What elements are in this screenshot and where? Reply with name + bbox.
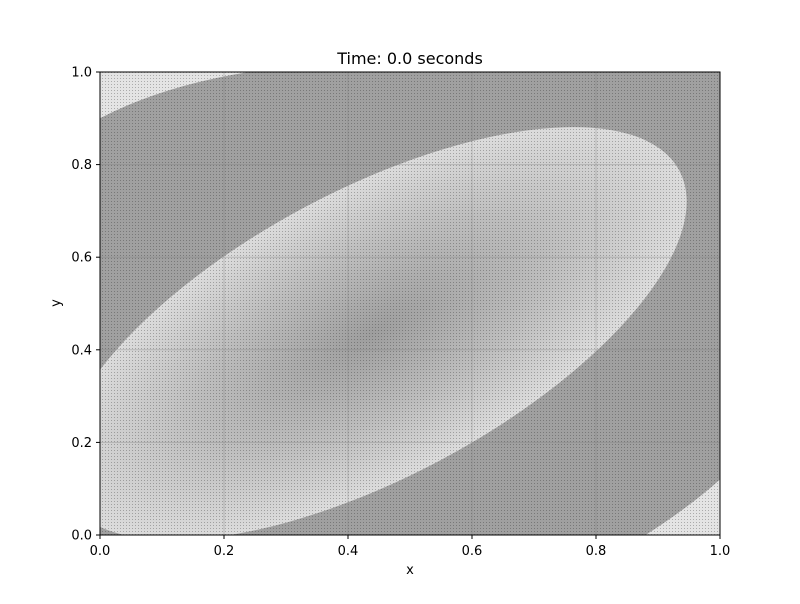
y-tick-label: 0.8	[71, 158, 92, 173]
y-tick-label: 0.4	[71, 343, 92, 358]
x-tick-label: 1.0	[710, 544, 731, 559]
axes-frame	[99, 71, 721, 536]
y-tick-label: 0.0	[71, 529, 92, 544]
x-axis-ticks: 0.0 0.2 0.4 0.6 0.8 1.0	[90, 535, 731, 559]
plot-area	[100, 72, 720, 535]
y-tick-label: 0.2	[71, 436, 92, 451]
hatch-texture	[100, 72, 720, 535]
y-axis-label: y	[49, 299, 64, 307]
x-tick-label: 0.4	[338, 544, 359, 559]
x-tick-label: 0.8	[586, 544, 607, 559]
y-tick-label: 1.0	[71, 66, 92, 81]
y-axis-ticks: 0.0 0.2 0.4 0.6 0.8 1.0	[71, 66, 100, 544]
y-tick-label: 0.6	[71, 251, 92, 266]
chart-title: Time: 0.0 seconds	[336, 49, 483, 68]
x-tick-label: 0.2	[214, 544, 235, 559]
x-tick-label: 0.6	[462, 544, 483, 559]
x-axis-label: x	[406, 563, 414, 578]
grid-lines	[100, 72, 720, 535]
x-tick-label: 0.0	[90, 544, 111, 559]
